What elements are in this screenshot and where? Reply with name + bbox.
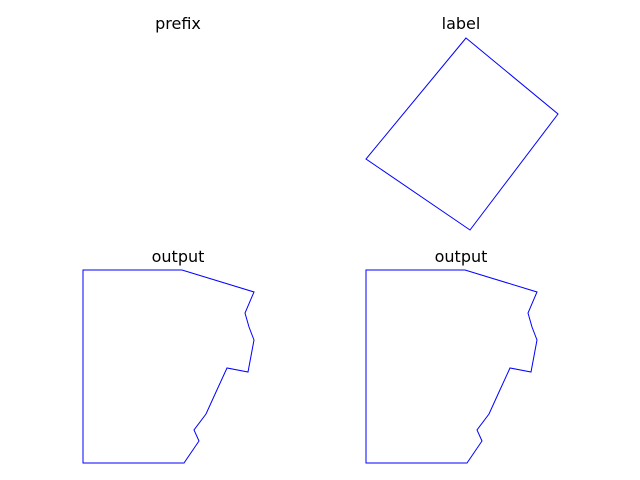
panel-label: label xyxy=(365,14,559,231)
panel-prefix-title: prefix xyxy=(155,14,201,33)
panel-prefix: prefix xyxy=(155,14,201,33)
panel-output-left: output xyxy=(82,247,255,464)
output-left-polygon xyxy=(82,269,255,464)
panel-label-title: label xyxy=(442,14,481,33)
panel-output-left-title: output xyxy=(152,247,205,266)
panel-output-right: output xyxy=(365,247,538,464)
output-right-polygon xyxy=(365,269,538,464)
label-quadrilateral xyxy=(365,37,559,231)
panel-output-right-title: output xyxy=(435,247,488,266)
